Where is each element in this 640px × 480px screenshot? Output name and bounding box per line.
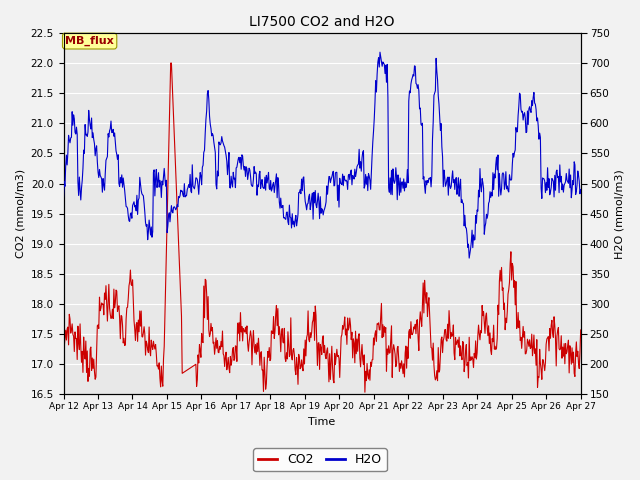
Title: LI7500 CO2 and H2O: LI7500 CO2 and H2O [250, 15, 395, 29]
Legend: CO2, H2O: CO2, H2O [253, 448, 387, 471]
Y-axis label: CO2 (mmol/m3): CO2 (mmol/m3) [15, 169, 25, 258]
Text: MB_flux: MB_flux [65, 36, 114, 46]
X-axis label: Time: Time [308, 417, 336, 427]
Y-axis label: H2O (mmol/m3): H2O (mmol/m3) [615, 169, 625, 259]
